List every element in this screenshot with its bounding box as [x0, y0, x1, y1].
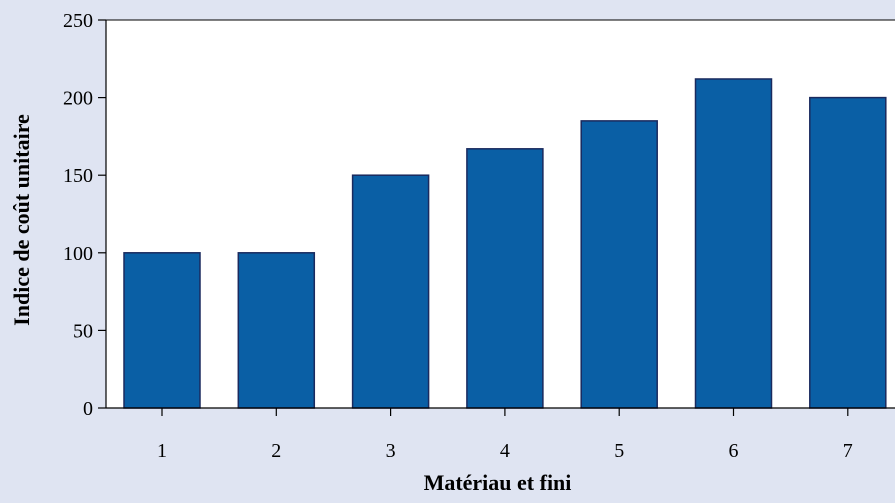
bar-6 [694, 78, 773, 409]
bar-5 [580, 120, 658, 409]
x-tick-label-1: 1 [157, 440, 167, 462]
bar-3 [351, 174, 430, 409]
x-tick-label-3: 3 [386, 440, 396, 462]
bar-7 [809, 96, 887, 409]
y-tick-label-0: 0 [83, 398, 93, 420]
y-axis-title: Indice de coût unitaire [9, 114, 34, 326]
x-tick-label-7: 7 [843, 440, 853, 462]
x-tick-label-4: 4 [500, 440, 510, 462]
y-tick-label-250: 250 [63, 10, 93, 32]
y-axis-ticks: 0 50 100 150 200 250 [63, 10, 106, 420]
bar-4 [466, 148, 544, 409]
y-tick-label-200: 200 [63, 88, 93, 110]
y-tick-label-100: 100 [63, 243, 93, 265]
y-tick-label-150: 150 [63, 165, 93, 187]
x-axis-title: Matériau et fini [424, 470, 572, 495]
bar-1 [123, 252, 201, 409]
y-tick-label-50: 50 [73, 320, 93, 342]
x-tick-label-2: 2 [271, 440, 281, 462]
x-axis-ticks: 1 2 3 4 5 6 7 [157, 408, 853, 462]
bars-layer [123, 78, 887, 409]
x-tick-label-5: 5 [614, 440, 624, 462]
x-tick-label-6: 6 [729, 440, 739, 462]
bar-2 [237, 252, 316, 409]
